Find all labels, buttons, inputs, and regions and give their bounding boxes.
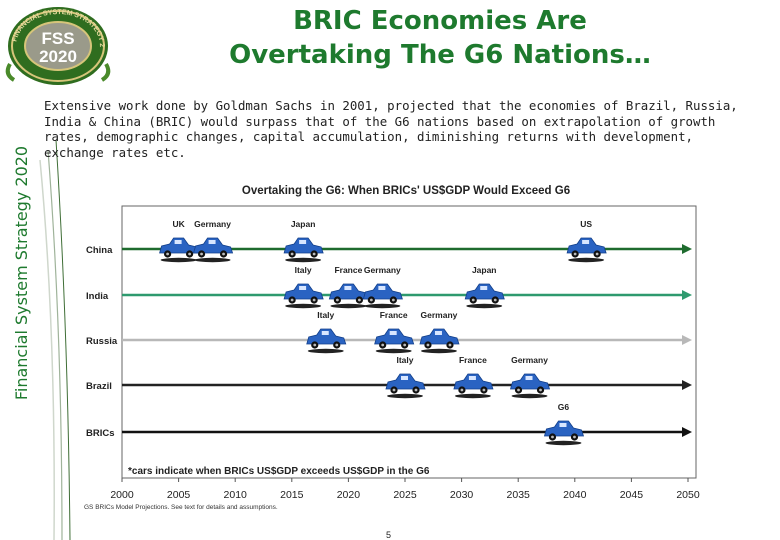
car-label: UK <box>172 219 185 229</box>
bric-overtaking-chart: Overtaking the G6: When BRICs' US$GDP Wo… <box>84 185 700 511</box>
car-label: Germany <box>511 355 548 365</box>
car-label: G6 <box>558 402 570 412</box>
logo-text-bottom: 2020 <box>39 47 77 66</box>
car-marker <box>566 237 607 263</box>
car-marker <box>193 237 234 263</box>
plot-frame <box>121 205 697 479</box>
car-marker <box>419 328 460 354</box>
x-tick-label: 2030 <box>450 489 474 501</box>
logo-text-top: FSS <box>41 29 74 48</box>
car-marker <box>159 237 200 263</box>
chart-footnote: *cars indicate when BRICs US$GDP exceeds… <box>128 466 430 477</box>
car-marker <box>385 373 426 399</box>
row-arrow-brazil <box>682 380 692 390</box>
x-tick-label: 2010 <box>224 489 248 501</box>
row-label-brics: BRICs <box>86 428 115 439</box>
car-marker <box>543 420 585 446</box>
car-label: Germany <box>194 219 231 229</box>
car-label: France <box>380 310 408 320</box>
row-arrow-brics <box>682 427 692 437</box>
row-label-brazil: Brazil <box>86 381 112 392</box>
car-marker <box>328 283 369 309</box>
x-tick-label: 2005 <box>167 489 191 501</box>
x-tick-label: 2020 <box>337 489 361 501</box>
page-title: BRIC Economies Are Overtaking The G6 Nat… <box>160 4 720 72</box>
car-marker <box>374 328 415 354</box>
title-line-1: BRIC Economies Are <box>293 6 587 36</box>
x-tick-label: 2050 <box>676 489 700 501</box>
intro-paragraph: Extensive work done by Goldman Sachs in … <box>44 98 738 160</box>
car-marker <box>453 373 494 399</box>
car-label: Italy <box>317 310 334 320</box>
row-arrow-russia <box>682 335 692 345</box>
row-arrow-china <box>682 244 692 254</box>
car-label: Italy <box>396 355 413 365</box>
car-marker <box>283 283 324 309</box>
car-label: US <box>580 219 592 229</box>
car-label: Italy <box>295 265 312 275</box>
chart-title: Overtaking the G6: When BRICs' US$GDP Wo… <box>242 185 570 197</box>
sidebar-label: Financial System Strategy 2020 <box>12 145 31 401</box>
row-label-china: China <box>86 245 113 256</box>
chart-source: GS BRICs Model Projections. See text for… <box>84 504 278 511</box>
car-label: France <box>459 355 487 365</box>
x-tick-label: 2025 <box>393 489 417 501</box>
x-tick-label: 2015 <box>280 489 304 501</box>
row-label-india: India <box>86 291 109 302</box>
car-marker <box>306 328 347 354</box>
car-label: Germany <box>421 310 458 320</box>
car-label: Japan <box>472 265 497 275</box>
x-tick-label: 2035 <box>507 489 531 501</box>
car-label: France <box>334 265 362 275</box>
x-tick-label: 2000 <box>110 489 134 501</box>
car-label: Japan <box>291 219 316 229</box>
row-label-russia: Russia <box>86 336 118 347</box>
title-line-2: Overtaking The G6 Nations… <box>229 40 651 70</box>
car-label: Germany <box>364 265 401 275</box>
car-marker <box>464 283 505 309</box>
row-arrow-india <box>682 290 692 300</box>
x-tick-label: 2040 <box>563 489 587 501</box>
fss-2020-logo: FSS 2020 FINANCIAL SYSTEM STRATEGY 2020 <box>4 4 111 85</box>
x-tick-label: 2045 <box>620 489 644 501</box>
page-number: 5 <box>386 530 392 540</box>
car-marker <box>509 373 551 399</box>
sidebar-decoration <box>39 139 71 540</box>
car-marker <box>362 283 403 309</box>
car-marker <box>283 237 324 263</box>
